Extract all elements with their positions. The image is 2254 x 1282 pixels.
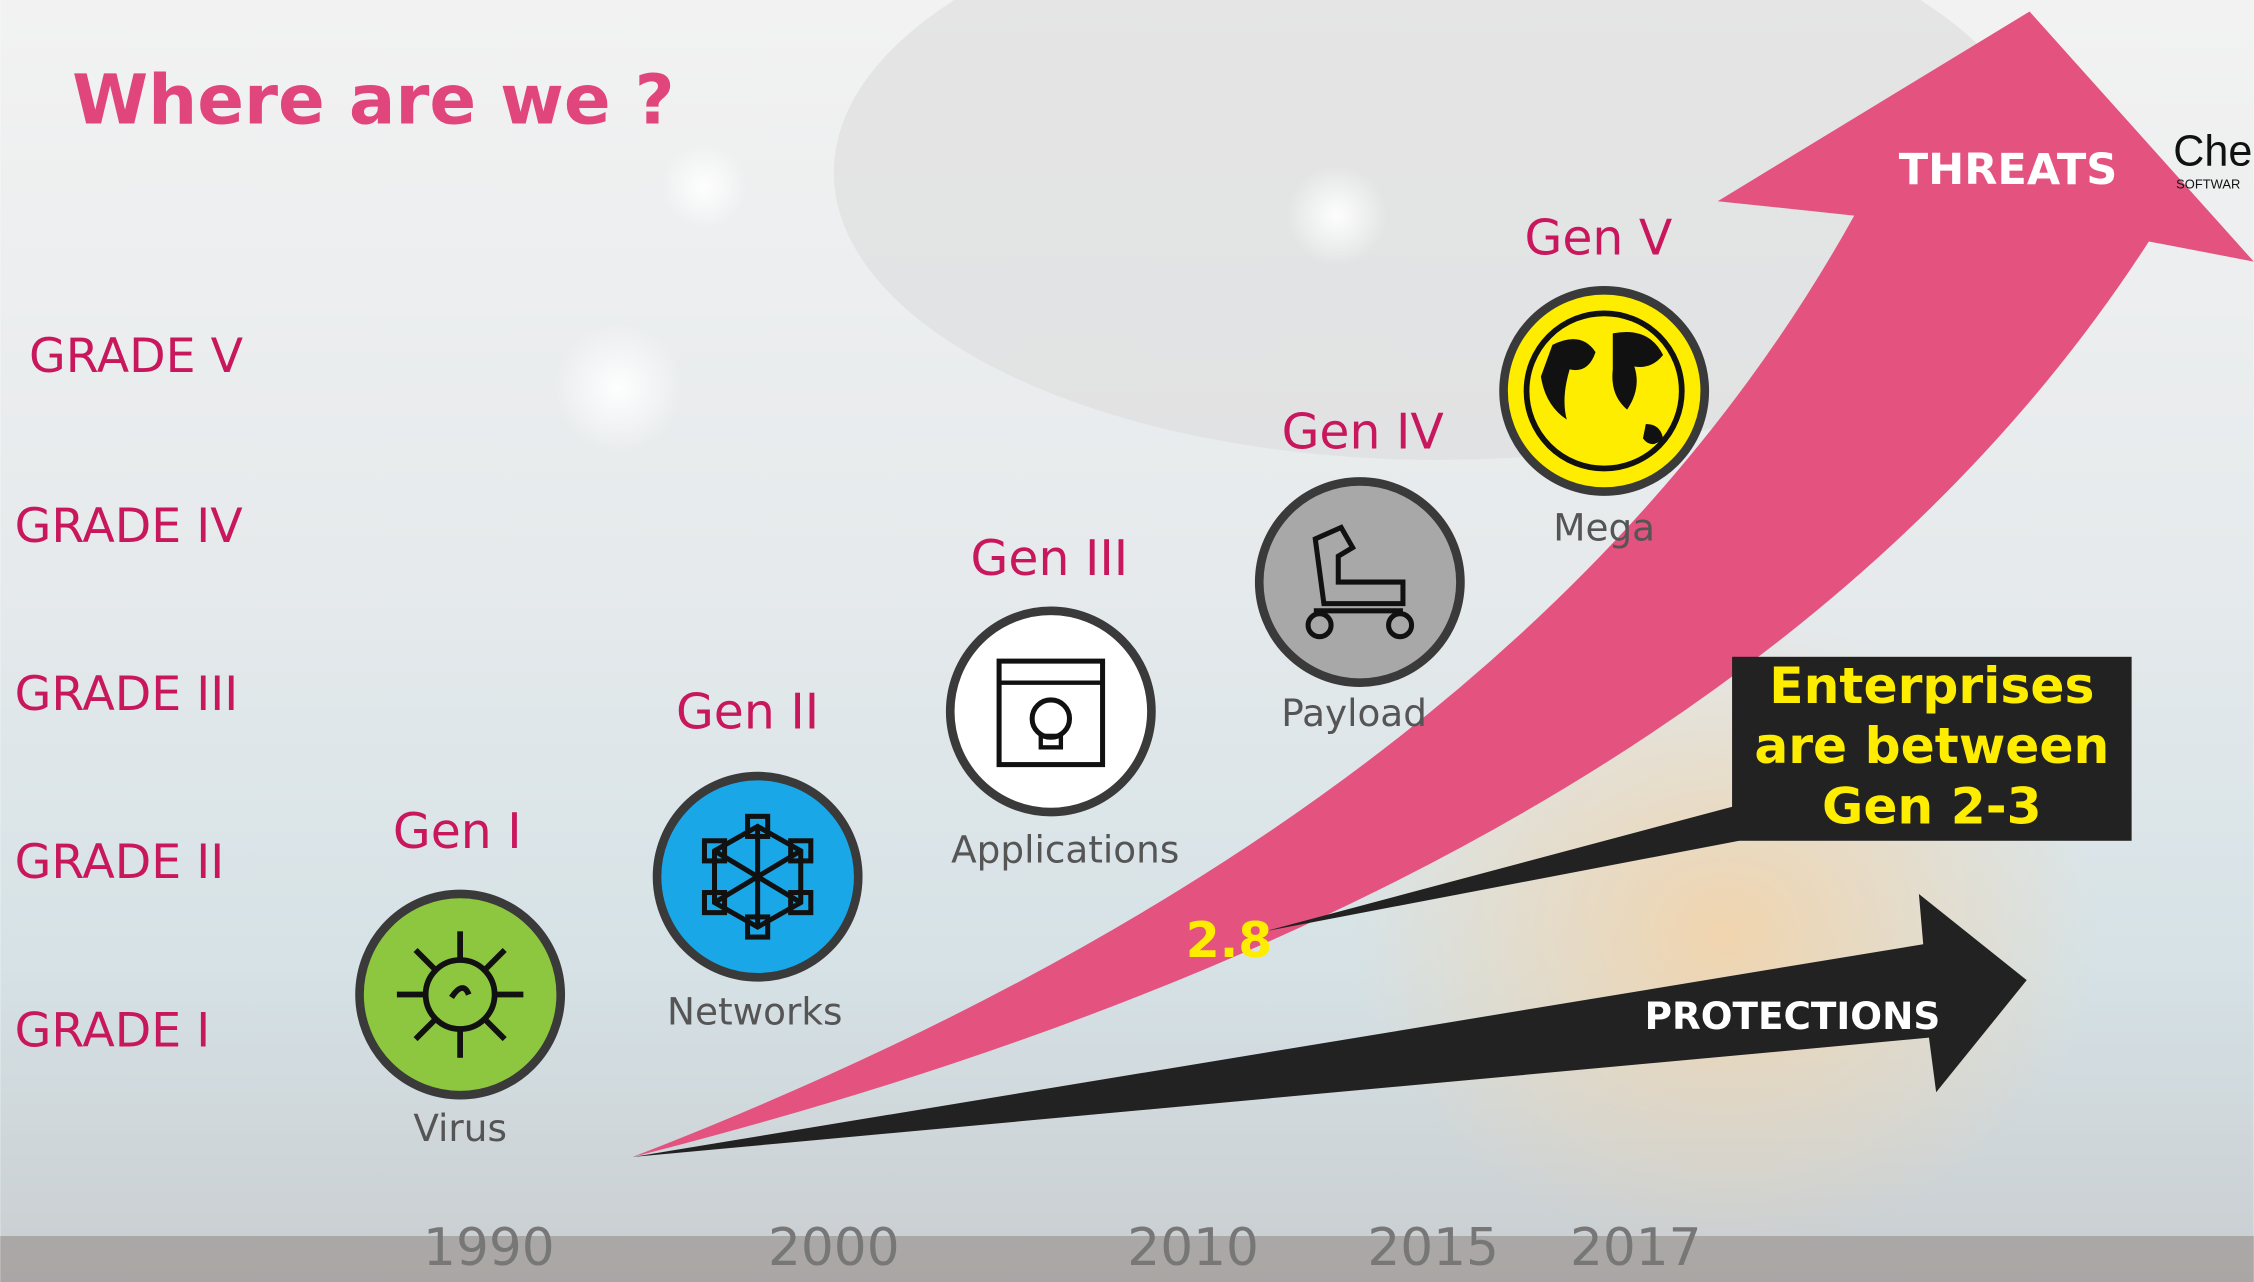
year-label: 2015 xyxy=(1367,1218,1499,1278)
icon-network xyxy=(657,776,858,977)
year-label: 2010 xyxy=(1127,1218,1259,1278)
grade-label: GRADE IV xyxy=(15,499,244,554)
threats-label: THREATS xyxy=(1899,145,2118,195)
generation-name: Mega xyxy=(1553,505,1655,549)
bokeh xyxy=(1287,165,1388,266)
year-label: 2017 xyxy=(1570,1218,1702,1278)
callout-line: Gen 2-3 xyxy=(1822,777,2042,836)
protections-label: PROTECTIONS xyxy=(1645,994,1941,1038)
grade-label: GRADE II xyxy=(15,835,225,890)
icon-virus xyxy=(360,894,561,1095)
generation-label: Gen IV xyxy=(1282,403,1445,460)
generation-label: Gen III xyxy=(971,530,1129,587)
slide: Where are we ? GRADE V GRADE IV GRADE III GR… xyxy=(0,0,2254,1282)
logo-tagline: SOFTWAR xyxy=(2176,176,2240,191)
year-label: 1990 xyxy=(423,1218,555,1278)
bokeh xyxy=(554,323,683,452)
icon-globe xyxy=(1504,290,1705,491)
year-label: 2000 xyxy=(768,1218,900,1278)
bokeh xyxy=(661,144,747,230)
generation-label: Gen V xyxy=(1524,209,1672,266)
generation-name: Networks xyxy=(667,990,842,1034)
page: Where are we ? GRADE V GRADE IV GRADE III GR… xyxy=(0,0,2254,1282)
icon-trojan xyxy=(1259,481,1460,682)
generation-label: Gen I xyxy=(393,803,522,860)
marker-value: 2.8 xyxy=(1186,912,1273,969)
callout-line: are between xyxy=(1754,716,2109,775)
logo-name: Che xyxy=(2173,127,2252,175)
generation-name: Payload xyxy=(1281,691,1427,735)
generation-name: Applications xyxy=(951,827,1179,871)
grade-label: GRADE V xyxy=(29,329,244,384)
generation-name: Virus xyxy=(413,1106,507,1150)
icon-application xyxy=(950,611,1151,812)
slide-title: Where are we ? xyxy=(72,61,675,141)
grade-label: GRADE I xyxy=(15,1003,211,1058)
callout-line: Enterprises xyxy=(1769,656,2094,715)
generation-label: Gen II xyxy=(676,684,819,741)
grade-label: GRADE III xyxy=(15,667,239,722)
